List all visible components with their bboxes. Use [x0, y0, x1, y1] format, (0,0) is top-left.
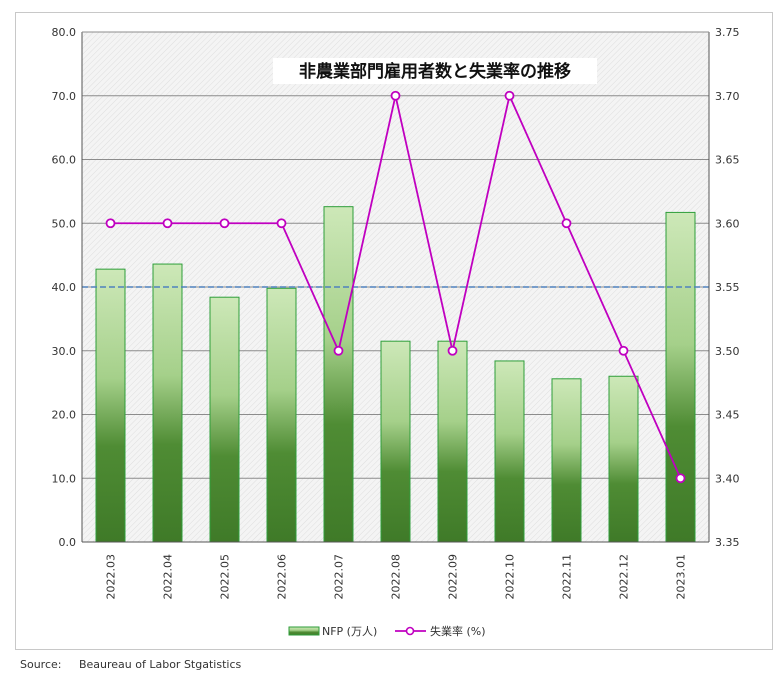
x-tick-label: 2023.01 — [675, 554, 688, 600]
bar-series — [95, 206, 696, 543]
line-point — [618, 345, 629, 356]
x-tick-label: 2022.10 — [504, 554, 517, 600]
x-tick-label: 2022.05 — [219, 554, 232, 600]
line-point — [162, 218, 173, 229]
right-tick-label: 3.70 — [715, 90, 740, 103]
left-tick-label: 10.0 — [52, 472, 77, 485]
axes: 0.0 10.0 20.0 30.0 40.0 50.0 60.0 70.0 80.0 3.35 3… — [52, 26, 740, 600]
x-tick-label: 2022.04 — [162, 554, 175, 600]
right-tick-label: 3.45 — [715, 409, 740, 422]
line-point — [333, 345, 344, 356]
right-tick-label: 3.55 — [715, 281, 740, 294]
x-tick-label: 2022.03 — [105, 554, 118, 600]
left-tick-label: 70.0 — [52, 90, 77, 103]
x-tick-label: 2022.07 — [333, 554, 346, 600]
right-tick-label: 3.65 — [715, 154, 740, 167]
legend-label-nfp: NFP (万人) — [322, 625, 377, 638]
line-point — [504, 90, 515, 101]
x-tick-label: 2022.11 — [561, 554, 574, 600]
line-point — [276, 218, 287, 229]
bar — [266, 287, 297, 543]
right-tick-label: 3.50 — [715, 345, 740, 358]
left-tick-label: 20.0 — [52, 409, 77, 422]
x-tick-label: 2022.12 — [618, 554, 631, 600]
left-tick-label: 0.0 — [59, 536, 77, 549]
source-note: Source: Beaureau of Labor Stgatistics — [20, 658, 242, 671]
legend-label-unemployment: 失業率 (%) — [430, 624, 486, 638]
line-point — [561, 218, 572, 229]
x-tick-label: 2022.08 — [390, 554, 403, 600]
left-tick-label: 50.0 — [52, 217, 77, 230]
right-tick-label: 3.75 — [715, 26, 740, 39]
legend-bar-swatch — [288, 626, 320, 636]
line-point — [447, 345, 458, 356]
bar — [608, 375, 639, 543]
bar — [494, 360, 525, 543]
legend: NFP (万人) 失業率 (%) — [288, 624, 486, 638]
chart-title: 非農業部門雇用者数と失業率の推移 — [299, 61, 571, 82]
bar — [323, 206, 354, 543]
bar — [551, 378, 582, 543]
left-tick-label: 80.0 — [52, 26, 77, 39]
left-tick-label: 60.0 — [52, 154, 77, 167]
line-series — [105, 90, 686, 484]
bar — [437, 340, 468, 543]
chart-frame: 0.0 10.0 20.0 30.0 40.0 50.0 60.0 70.0 80.0 3.35 3… — [15, 12, 773, 650]
line-point — [675, 473, 686, 484]
line-point — [105, 218, 116, 229]
bar — [95, 268, 126, 543]
right-tick-label: 3.40 — [715, 472, 740, 485]
title-background — [273, 58, 597, 84]
bar — [380, 340, 411, 543]
left-tick-label: 30.0 — [52, 345, 77, 358]
line-point — [390, 90, 401, 101]
x-tick-label: 2022.06 — [276, 554, 289, 600]
line-point — [219, 218, 230, 229]
chart: 0.0 10.0 20.0 30.0 40.0 50.0 60.0 70.0 80.0 3.35 3… — [52, 26, 740, 638]
x-tick-label: 2022.09 — [447, 554, 460, 600]
left-tick-label: 40.0 — [52, 281, 77, 294]
bar — [665, 211, 696, 543]
legend-line-marker — [405, 626, 415, 636]
bar — [152, 263, 183, 543]
right-tick-label: 3.35 — [715, 536, 740, 549]
right-tick-label: 3.60 — [715, 217, 740, 230]
bar — [209, 296, 240, 543]
